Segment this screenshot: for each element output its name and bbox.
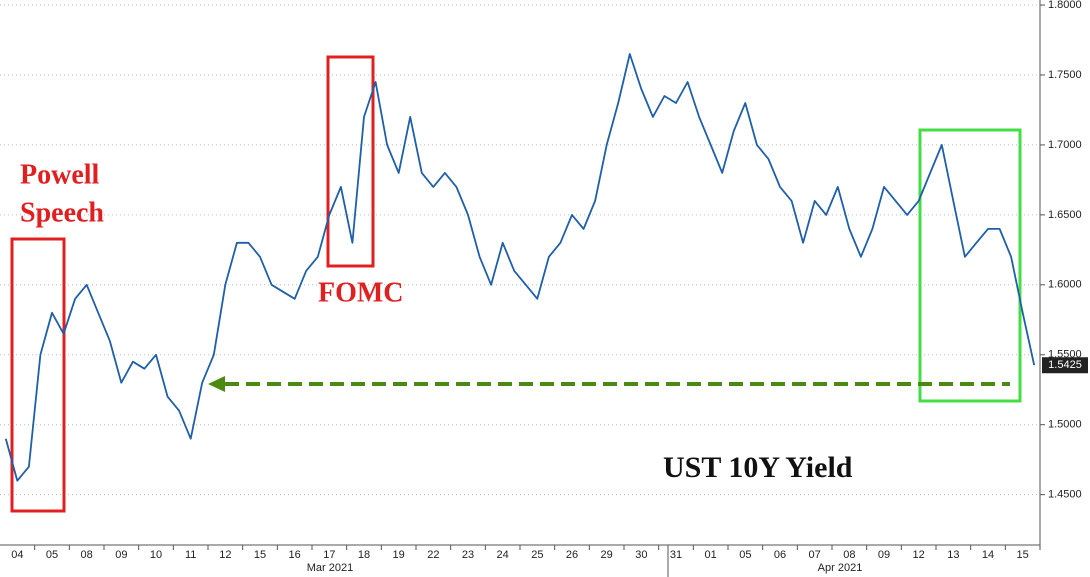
- y-tick-label: 1.7000: [1048, 139, 1082, 151]
- x-tick-label: 19: [393, 549, 405, 561]
- y-tick-label: 1.5000: [1048, 419, 1082, 431]
- x-tick-label: 08: [81, 549, 93, 561]
- x-tick-label: 26: [566, 549, 578, 561]
- last-value-label: 1.5425: [1048, 359, 1082, 371]
- y-tick-label: 1.4500: [1048, 489, 1082, 501]
- month-label: Apr 2021: [818, 562, 863, 574]
- x-tick-label: 18: [358, 549, 370, 561]
- recent-box: [918, 128, 1022, 403]
- annotation: Speech: [20, 197, 104, 228]
- annotation: Powell: [20, 159, 100, 190]
- y-tick-label: 1.8000: [1048, 0, 1082, 11]
- x-tick-label: 04: [11, 549, 23, 561]
- annotation: UST 10Y Yield: [663, 451, 853, 484]
- x-tick-label: 12: [219, 549, 231, 561]
- x-tick-label: 14: [982, 549, 994, 561]
- x-tick-label: 29: [601, 549, 613, 561]
- x-tick-label: 13: [947, 549, 959, 561]
- x-tick-label: 12: [913, 549, 925, 561]
- y-tick-label: 1.6500: [1048, 209, 1082, 221]
- x-tick-label: 07: [809, 549, 821, 561]
- x-tick-label: 01: [705, 549, 717, 561]
- x-tick-label: 09: [878, 549, 890, 561]
- y-tick-label: 1.6000: [1048, 279, 1082, 291]
- x-tick-label: 25: [531, 549, 543, 561]
- x-tick-label: 10: [150, 549, 162, 561]
- x-tick-label: 05: [46, 549, 58, 561]
- annotation: FOMC: [318, 277, 404, 308]
- x-tick-label: 09: [115, 549, 127, 561]
- x-tick-label: 23: [462, 549, 474, 561]
- x-tick-label: 08: [843, 549, 855, 561]
- plot-area: [0, 0, 1040, 545]
- x-tick-label: 30: [635, 549, 647, 561]
- fomc-box: [326, 55, 375, 268]
- last-value-box: [1042, 357, 1088, 374]
- x-tick-label: 16: [289, 549, 301, 561]
- x-tick-label: 05: [739, 549, 751, 561]
- arrow-head: [208, 376, 225, 392]
- y-tick-label: 1.7500: [1048, 69, 1082, 81]
- x-tick-label: 22: [427, 549, 439, 561]
- x-tick-label: 17: [323, 549, 335, 561]
- x-tick-label: 06: [774, 549, 786, 561]
- x-tick-label: 31: [670, 549, 682, 561]
- x-tick-label: 11: [185, 549, 196, 561]
- x-tick-label: 15: [1017, 549, 1029, 561]
- powell-box: [10, 237, 66, 513]
- line-series: [4, 53, 1036, 482]
- x-tick-label: 24: [497, 549, 509, 561]
- month-label: Mar 2021: [307, 562, 353, 574]
- x-tick-label: 15: [254, 549, 266, 561]
